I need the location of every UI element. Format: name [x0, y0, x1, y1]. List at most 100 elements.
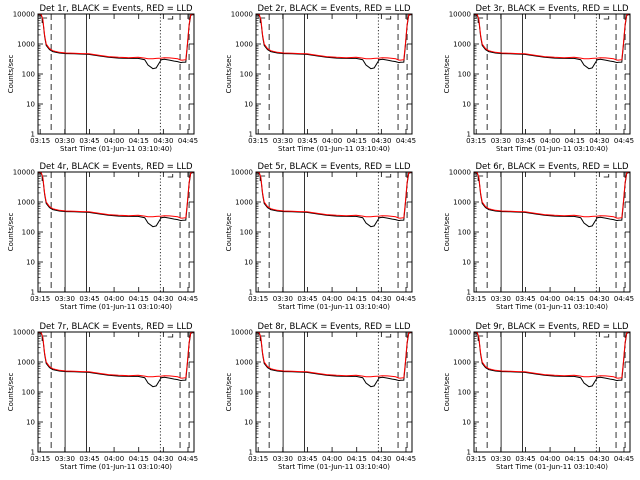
x-tick-label: 03:30 [491, 455, 511, 463]
plot-frame [37, 331, 195, 453]
x-tick-label: 03:30 [55, 137, 75, 145]
corner-mark [603, 16, 610, 20]
x-axis-label: Start Time (01-Jun-11 03:10:40) [278, 303, 390, 311]
panel-8: Det 8r, BLACK = Events, RED = LLD 1 10 100 1… [225, 322, 416, 471]
x-tick-label: 04:15 [347, 295, 367, 303]
x-tick-label: 04:45 [178, 295, 198, 303]
y-tick-label: 1000 [17, 199, 35, 207]
plot-frame [255, 331, 413, 453]
y-tick-label: 1 [467, 131, 471, 139]
events-series-line [38, 332, 194, 388]
panel-3: Det 3r, BLACK = Events, RED = LLD 1 10 100 1… [443, 4, 634, 153]
y-tick-label: 1000 [235, 199, 253, 207]
panel-2: Det 2r, BLACK = Events, RED = LLD 1 10 100 1… [225, 4, 416, 153]
y-axis-label: Counts/sec [443, 213, 451, 252]
plot-frame [255, 13, 413, 135]
panel-9: Det 9r, BLACK = Events, RED = LLD 1 10 100 1… [443, 322, 634, 471]
x-tick-label: 03:15 [30, 455, 50, 463]
x-axis-label: Start Time (01-Jun-11 03:10:40) [496, 145, 608, 153]
y-tick-label: 10000 [449, 169, 471, 177]
x-tick-label: 04:30 [589, 295, 609, 303]
plot-frame [37, 171, 195, 293]
events-series-line [474, 14, 630, 70]
y-tick-label: 100 [240, 389, 253, 397]
x-axis-label: Start Time (01-Jun-11 03:10:40) [496, 303, 608, 311]
y-axis-label: Counts/sec [443, 373, 451, 412]
lld-series-line [256, 331, 412, 379]
x-tick-label: 03:30 [273, 295, 293, 303]
y-axis-label: Counts/sec [7, 55, 15, 94]
panel-title: Det 6r, BLACK = Events, RED = LLD [475, 162, 629, 172]
y-tick-label: 100 [458, 229, 471, 237]
x-tick-label: 04:30 [371, 455, 391, 463]
events-series-line [38, 14, 194, 70]
x-tick-label: 04:30 [371, 295, 391, 303]
y-tick-label: 10000 [13, 11, 35, 19]
plot-frame [473, 331, 631, 453]
y-tick-label: 10 [26, 101, 35, 109]
y-tick-label: 10000 [449, 329, 471, 337]
events-series-line [256, 172, 412, 228]
lld-series-line [474, 171, 630, 219]
y-tick-label: 1000 [453, 359, 471, 367]
y-tick-label: 10000 [231, 11, 253, 19]
x-tick-label: 04:15 [129, 295, 149, 303]
y-tick-label: 1000 [453, 41, 471, 49]
y-tick-label: 10000 [449, 11, 471, 19]
x-tick-label: 04:00 [104, 295, 124, 303]
y-tick-label: 1000 [235, 41, 253, 49]
y-tick-label: 100 [240, 71, 253, 79]
y-tick-label: 1 [31, 289, 35, 297]
y-tick-label: 1 [249, 289, 253, 297]
x-axis-label: Start Time (01-Jun-11 03:10:40) [60, 145, 172, 153]
x-tick-label: 04:45 [178, 137, 198, 145]
x-tick-label: 04:30 [153, 137, 173, 145]
panel-title: Det 8r, BLACK = Events, RED = LLD [257, 322, 411, 332]
panel-title: Det 5r, BLACK = Events, RED = LLD [257, 162, 411, 172]
x-axis-label: Start Time (01-Jun-11 03:10:40) [278, 145, 390, 153]
lld-series-line [256, 13, 412, 61]
corner-mark [385, 174, 392, 178]
y-tick-label: 100 [458, 389, 471, 397]
y-tick-label: 1000 [17, 359, 35, 367]
x-tick-label: 04:45 [614, 295, 634, 303]
corner-mark [167, 334, 174, 338]
panel-title: Det 4r, BLACK = Events, RED = LLD [39, 162, 193, 172]
y-tick-label: 10 [244, 259, 253, 267]
x-tick-label: 03:15 [466, 295, 486, 303]
x-tick-label: 04:00 [540, 137, 560, 145]
y-tick-label: 1 [249, 131, 253, 139]
y-tick-label: 10 [26, 419, 35, 427]
y-tick-label: 10 [462, 259, 471, 267]
panel-title: Det 9r, BLACK = Events, RED = LLD [475, 322, 629, 332]
lld-series-line [474, 13, 630, 61]
panel-title: Det 3r, BLACK = Events, RED = LLD [475, 4, 629, 14]
corner-mark [167, 16, 174, 20]
plot-frame [473, 13, 631, 135]
y-tick-label: 10 [462, 419, 471, 427]
x-axis-label: Start Time (01-Jun-11 03:10:40) [278, 463, 390, 471]
x-tick-label: 03:15 [248, 137, 268, 145]
x-tick-label: 03:45 [297, 455, 317, 463]
x-axis-label: Start Time (01-Jun-11 03:10:40) [60, 303, 172, 311]
y-tick-label: 10 [26, 259, 35, 267]
x-tick-label: 04:30 [153, 295, 173, 303]
x-tick-label: 04:00 [104, 455, 124, 463]
x-tick-label: 03:45 [515, 137, 535, 145]
panel-5: Det 5r, BLACK = Events, RED = LLD 1 10 100 1… [225, 162, 416, 311]
x-tick-label: 04:45 [614, 455, 634, 463]
x-tick-label: 03:15 [30, 137, 50, 145]
y-axis-label: Counts/sec [443, 55, 451, 94]
plot-frame [37, 13, 195, 135]
x-tick-label: 04:15 [347, 455, 367, 463]
x-tick-label: 04:30 [153, 455, 173, 463]
panel-4: Det 4r, BLACK = Events, RED = LLD 1 10 100 1… [7, 162, 198, 311]
events-series-line [256, 14, 412, 70]
panel-title: Det 2r, BLACK = Events, RED = LLD [257, 4, 411, 14]
y-tick-label: 100 [458, 71, 471, 79]
y-tick-label: 1 [467, 289, 471, 297]
x-tick-label: 03:45 [297, 137, 317, 145]
x-tick-label: 03:15 [30, 295, 50, 303]
panel-1: Det 1r, BLACK = Events, RED = LLD 1 10 100 1… [7, 4, 198, 153]
plot-frame [255, 171, 413, 293]
